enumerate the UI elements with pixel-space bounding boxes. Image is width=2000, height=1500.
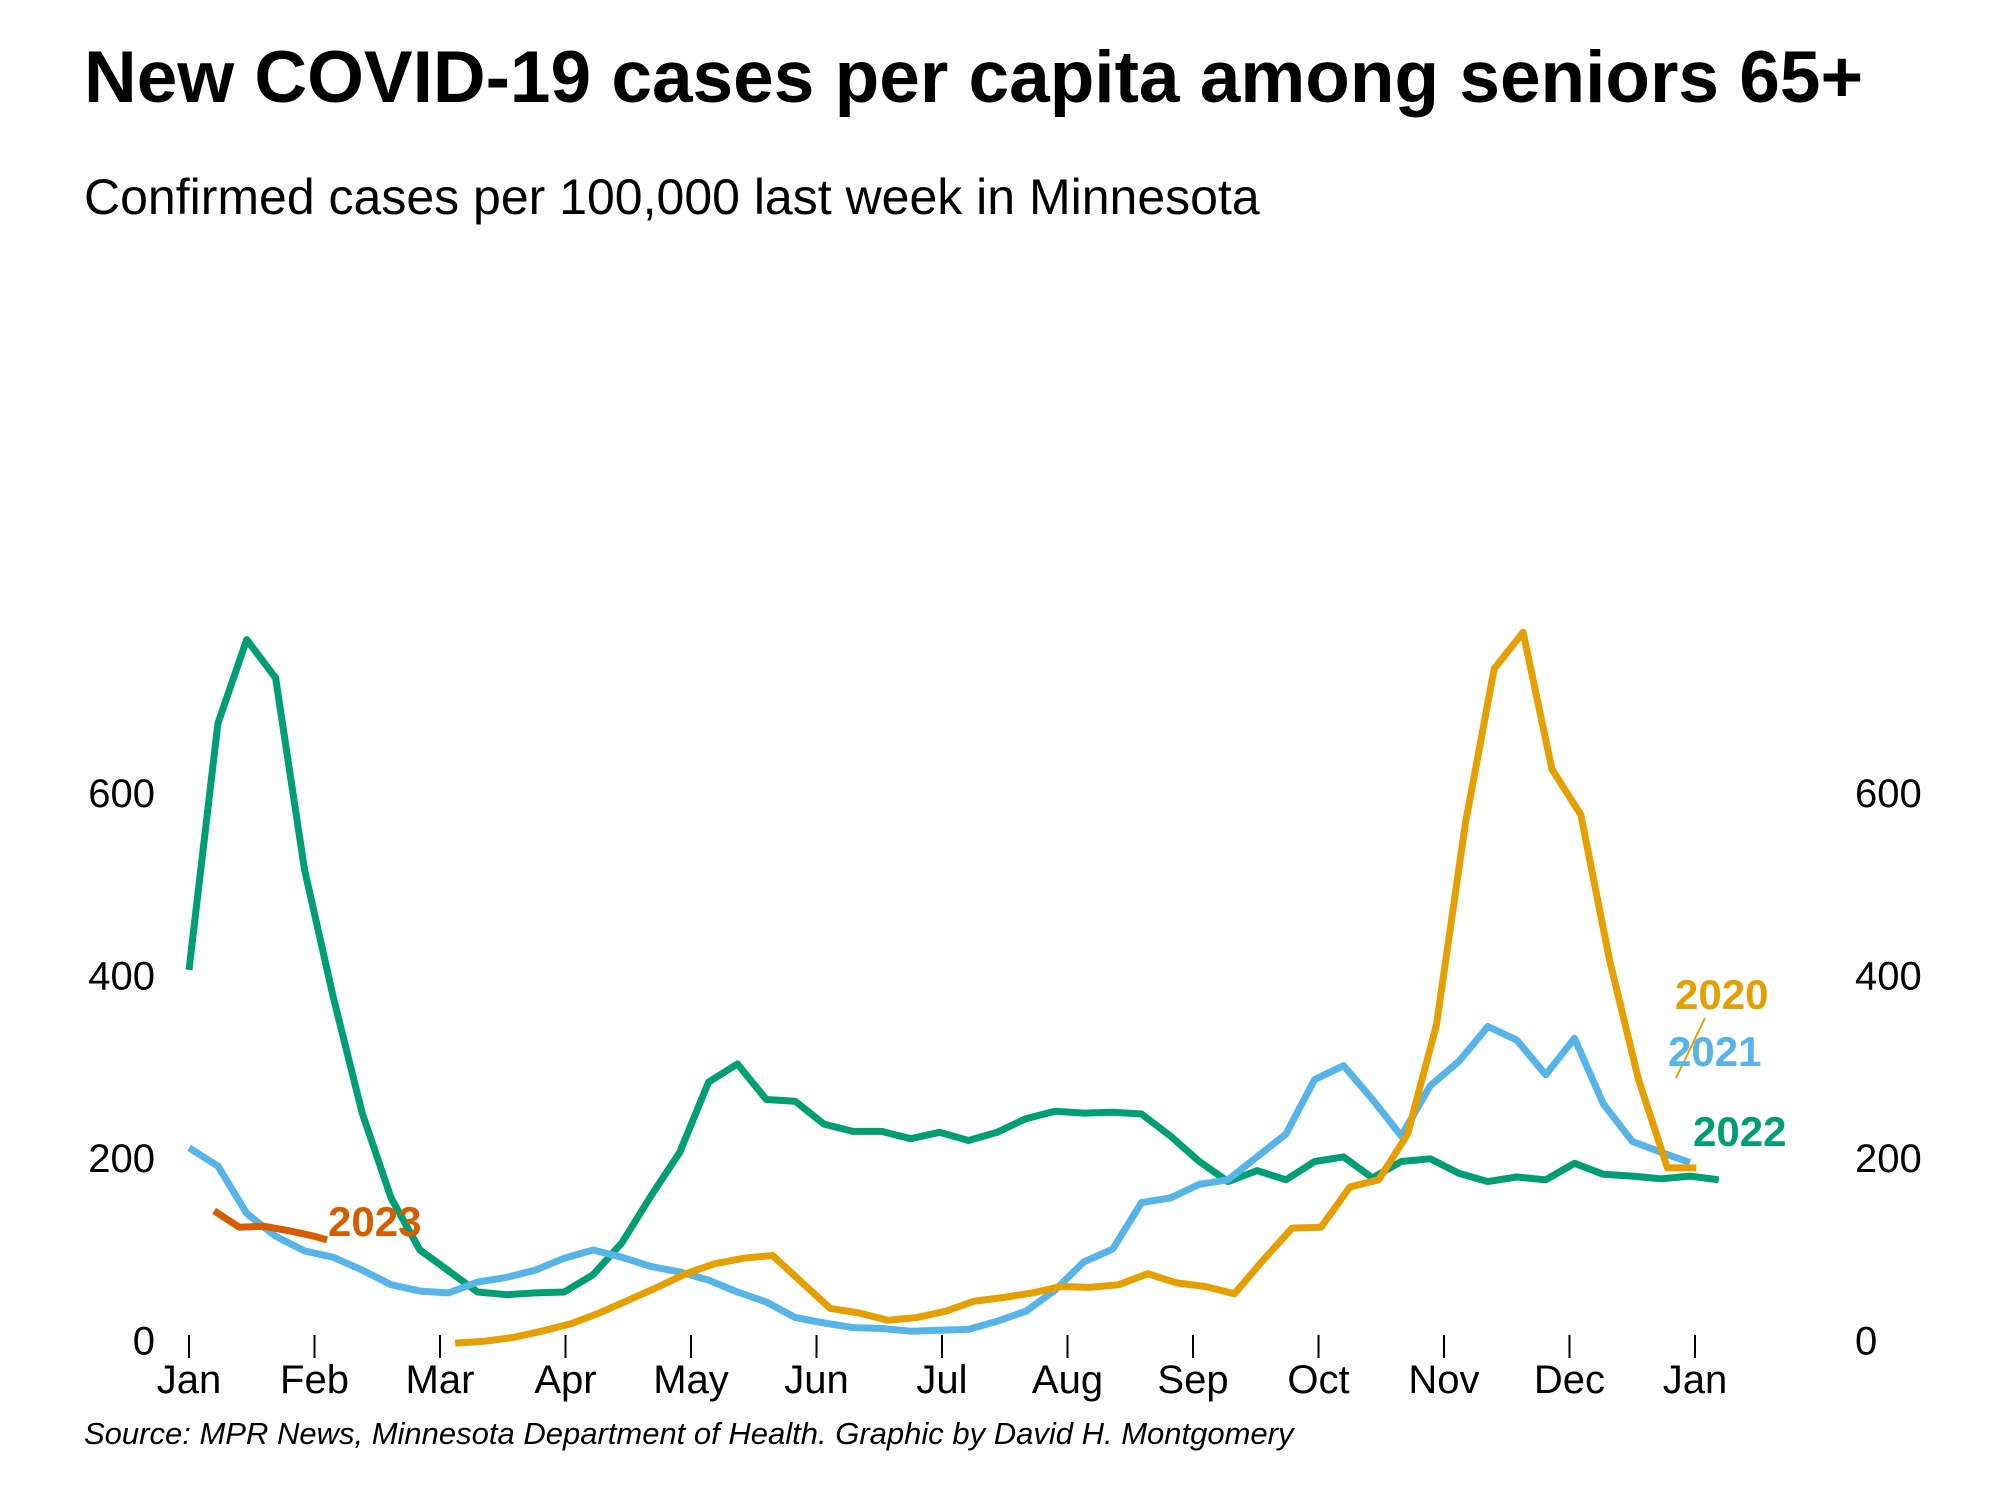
x-tick-label: Mar bbox=[406, 1358, 475, 1402]
x-tick-label: Sep bbox=[1157, 1358, 1228, 1402]
series-line-2022 bbox=[185, 636, 1720, 1299]
series-line-2021 bbox=[187, 1023, 1692, 1335]
series-labels: 2020 2021 2022 2023 bbox=[328, 971, 1786, 1245]
x-tick-label: Jul bbox=[916, 1358, 967, 1402]
series-line-2020 bbox=[454, 628, 1697, 1347]
x-tick-label: Apr bbox=[534, 1358, 596, 1402]
series-label-leader-2020 bbox=[1675, 1017, 1706, 1079]
series-label-2023: 2023 bbox=[328, 1198, 421, 1245]
x-tick-label: Aug bbox=[1032, 1358, 1103, 1402]
series-label-2022: 2022 bbox=[1693, 1108, 1786, 1155]
chart-source-note: Source: MPR News, Minnesota Department o… bbox=[84, 1416, 1294, 1451]
x-tick-label: Dec bbox=[1534, 1358, 1605, 1402]
series-lines bbox=[185, 628, 1720, 1347]
chart-title: New COVID-19 cases per capita among seni… bbox=[84, 37, 1864, 118]
x-tick-label: Nov bbox=[1408, 1358, 1479, 1402]
left-y-axis: 0 200 400 600 bbox=[88, 772, 155, 1364]
series-label-2021: 2021 bbox=[1668, 1028, 1761, 1075]
right-y-axis: 0 200 400 600 bbox=[1855, 772, 1922, 1364]
y-tick-label-left: 0 bbox=[133, 1320, 155, 1364]
x-tick-label: Feb bbox=[280, 1358, 349, 1402]
x-tick-label: May bbox=[653, 1358, 729, 1402]
y-tick-label-right: 0 bbox=[1855, 1320, 1877, 1364]
x-tick-label: Jan bbox=[157, 1358, 222, 1402]
y-tick-label-right: 600 bbox=[1855, 772, 1922, 816]
y-tick-label-right: 400 bbox=[1855, 955, 1922, 999]
x-axis: Jan Feb Mar Apr May Jun Jul Aug Sep Oct Nov Dec Jan bbox=[157, 1335, 1728, 1402]
x-tick-label: Jun bbox=[784, 1358, 849, 1402]
y-tick-label-right: 200 bbox=[1855, 1137, 1922, 1181]
series-line-2023 bbox=[212, 1207, 329, 1244]
y-tick-label-left: 400 bbox=[88, 955, 155, 999]
y-tick-label-left: 200 bbox=[88, 1137, 155, 1181]
x-tick-label: Oct bbox=[1287, 1358, 1349, 1402]
chart-subtitle: Confirmed cases per 100,000 last week in… bbox=[84, 169, 1260, 225]
x-tick-label: Jan bbox=[1663, 1358, 1728, 1402]
y-tick-label-left: 600 bbox=[88, 772, 155, 816]
series-label-2020: 2020 bbox=[1675, 971, 1768, 1018]
